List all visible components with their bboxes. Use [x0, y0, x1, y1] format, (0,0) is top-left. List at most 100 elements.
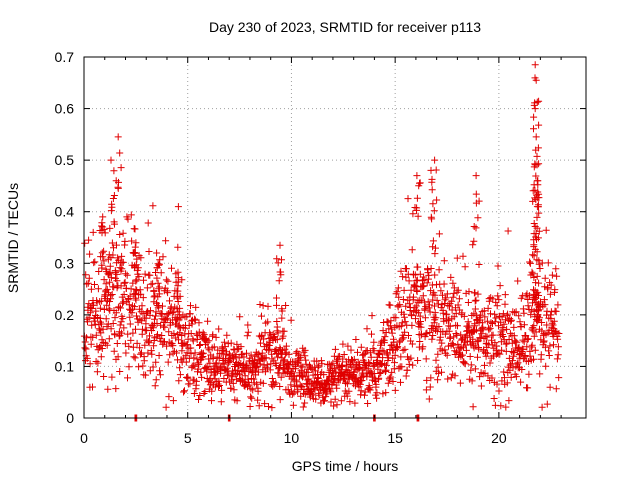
data-point [528, 268, 536, 276]
data-point [114, 353, 122, 361]
x-tick-label: 15 [387, 430, 403, 446]
data-point [257, 339, 264, 347]
data-point [97, 353, 105, 361]
data-point [138, 349, 145, 357]
data-point [278, 307, 286, 315]
data-point [254, 387, 262, 395]
data-point [393, 288, 401, 296]
data-point [280, 327, 288, 335]
data-point [443, 290, 451, 298]
data-point [474, 353, 481, 361]
data-point [106, 278, 114, 286]
data-point [344, 380, 352, 388]
data-point [472, 190, 480, 198]
data-point [399, 296, 407, 303]
data-point [463, 337, 471, 345]
data-point [508, 316, 515, 324]
data-point [490, 395, 498, 402]
y-tick-label: 0.1 [55, 358, 75, 374]
data-point [470, 237, 478, 245]
data-point [337, 397, 345, 405]
data-point [524, 335, 532, 343]
data-point [347, 346, 355, 354]
data-point [501, 374, 508, 382]
data-point [413, 276, 421, 284]
data-point [509, 357, 516, 365]
data-point [428, 186, 436, 194]
data-point [542, 362, 550, 370]
data-point [489, 331, 497, 339]
data-point [145, 338, 152, 346]
data-point [417, 323, 425, 331]
data-point [429, 243, 437, 251]
data-point [374, 365, 382, 373]
data-point [372, 380, 380, 388]
data-point [512, 373, 520, 381]
data-point [100, 247, 108, 255]
data-point [146, 271, 154, 279]
data-point [530, 252, 538, 260]
data-point [515, 312, 523, 320]
data-point [384, 349, 391, 357]
data-point [132, 286, 140, 293]
data-point [398, 319, 406, 327]
data-point [166, 351, 174, 359]
data-point [435, 323, 443, 330]
data-point [217, 398, 225, 406]
x-tick-label: 10 [284, 430, 300, 446]
data-point [383, 318, 391, 326]
data-point [536, 314, 543, 322]
data-point [137, 254, 145, 262]
data-point [448, 297, 456, 305]
data-point [469, 335, 477, 343]
data-point [186, 380, 194, 388]
data-point [312, 395, 320, 403]
data-point [370, 338, 378, 346]
data-point [126, 320, 134, 328]
data-point [475, 345, 483, 353]
data-point [243, 362, 251, 370]
data-point [201, 334, 209, 342]
data-point [422, 303, 430, 311]
data-point [387, 373, 395, 381]
data-point [109, 320, 117, 327]
data-point [435, 369, 443, 377]
data-point [318, 360, 326, 368]
data-point [249, 386, 257, 394]
data-point [405, 332, 412, 339]
data-point [302, 360, 310, 368]
data-point [414, 263, 422, 271]
data-point [264, 318, 272, 326]
data-point [495, 322, 502, 330]
data-point [519, 336, 527, 344]
data-point [293, 359, 301, 367]
data-point [533, 248, 541, 256]
data-point [416, 270, 424, 278]
data-point [100, 306, 108, 313]
data-point [243, 332, 251, 340]
data-point [543, 400, 551, 408]
data-point [91, 281, 98, 288]
data-point [527, 343, 535, 351]
data-point [352, 336, 360, 343]
data-point [191, 316, 199, 324]
data-point [495, 387, 503, 395]
data-point [98, 261, 106, 269]
data-point [494, 262, 502, 270]
data-point [375, 374, 383, 382]
data-point [127, 211, 135, 219]
data-point [384, 379, 392, 387]
data-point [102, 315, 110, 323]
data-point [493, 302, 501, 310]
data-point [147, 307, 154, 315]
data-point [162, 403, 170, 411]
data-point [119, 299, 126, 307]
data-point [419, 277, 426, 285]
data-point [377, 369, 385, 377]
data-point [533, 213, 541, 221]
data-point [530, 220, 538, 227]
x-tick-label: 0 [80, 430, 88, 446]
data-point [529, 251, 537, 259]
data-point [413, 288, 421, 295]
data-point [398, 363, 406, 371]
